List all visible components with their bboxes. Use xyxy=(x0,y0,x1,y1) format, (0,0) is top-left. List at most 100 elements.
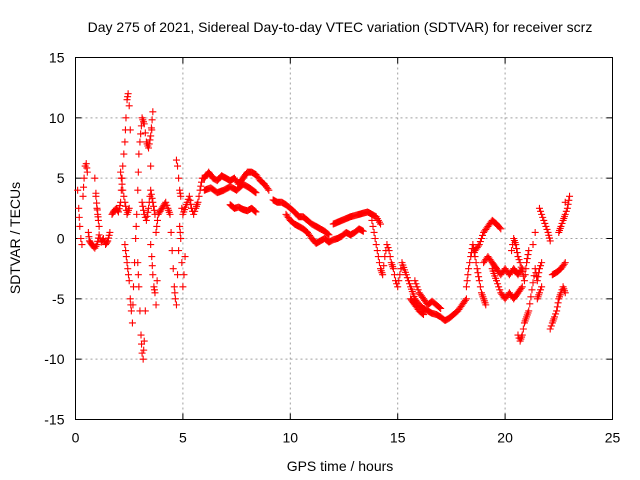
data-point xyxy=(385,247,393,255)
data-point xyxy=(197,182,205,190)
data-point xyxy=(93,241,101,249)
data-point xyxy=(513,245,521,253)
data-point xyxy=(180,271,188,279)
data-point xyxy=(171,289,179,297)
data-point xyxy=(74,186,82,194)
data-point xyxy=(124,271,132,279)
data-point xyxy=(534,273,542,281)
data-point xyxy=(122,247,130,255)
data-point xyxy=(551,313,559,321)
data-point xyxy=(118,180,126,188)
data-point xyxy=(79,192,87,200)
data-point xyxy=(413,283,421,291)
data-point xyxy=(134,271,142,279)
data-point xyxy=(539,213,547,221)
data-point xyxy=(517,284,525,292)
data-point xyxy=(538,210,546,218)
x-tick-label: 15 xyxy=(390,430,406,446)
data-point xyxy=(168,247,176,255)
data-point xyxy=(373,247,381,255)
data-point xyxy=(133,210,141,218)
data-point xyxy=(520,277,528,285)
data-point xyxy=(127,307,135,315)
data-point xyxy=(117,168,125,176)
data-point xyxy=(402,271,410,279)
data-point xyxy=(149,271,157,279)
data-point xyxy=(152,228,160,236)
data-point xyxy=(473,265,481,273)
data-point xyxy=(374,253,382,261)
data-point xyxy=(252,189,260,197)
data-point xyxy=(126,295,134,303)
data-point xyxy=(250,207,258,215)
data-point xyxy=(542,222,550,230)
data-point xyxy=(166,210,174,218)
data-point xyxy=(123,259,131,267)
data-point xyxy=(171,295,179,303)
data-point xyxy=(177,192,185,200)
data-point xyxy=(377,220,385,228)
data-point xyxy=(140,346,148,354)
data-point xyxy=(122,253,130,261)
data-point xyxy=(103,238,111,246)
data-point xyxy=(145,204,153,212)
data-point xyxy=(546,325,554,333)
data-point xyxy=(93,206,101,214)
data-point xyxy=(522,265,530,273)
data-point xyxy=(538,283,546,291)
data-point xyxy=(437,304,445,312)
data-point xyxy=(463,277,471,285)
data-point xyxy=(394,283,402,291)
data-point xyxy=(83,168,91,176)
data-point xyxy=(496,286,504,294)
data-point xyxy=(546,237,554,245)
data-point xyxy=(552,310,560,318)
data-point xyxy=(519,325,527,333)
data-point xyxy=(148,116,156,124)
data-series xyxy=(74,90,574,363)
x-axis-label: GPS time / hours xyxy=(287,458,394,474)
data-point xyxy=(145,144,153,152)
data-point xyxy=(566,192,574,200)
data-point xyxy=(121,198,129,206)
data-point xyxy=(252,208,260,216)
data-point xyxy=(251,188,259,196)
data-point xyxy=(547,322,555,330)
data-point xyxy=(80,174,88,182)
data-point xyxy=(517,263,525,271)
data-point xyxy=(518,331,526,339)
data-point xyxy=(372,241,380,249)
data-point xyxy=(535,269,543,277)
data-point xyxy=(479,231,487,239)
data-point xyxy=(137,130,145,138)
data-point xyxy=(141,307,149,315)
data-point xyxy=(475,273,483,281)
data-point xyxy=(91,174,99,182)
data-point xyxy=(122,202,130,210)
x-tick-label: 0 xyxy=(72,430,80,446)
data-point xyxy=(525,247,533,255)
data-point xyxy=(176,222,184,230)
data-point xyxy=(395,277,403,285)
data-point xyxy=(119,162,127,170)
data-point xyxy=(163,201,171,209)
y-axis-label: SDTVAR / TECUs xyxy=(7,182,23,294)
x-tick-label: 25 xyxy=(605,430,621,446)
data-point xyxy=(194,198,202,206)
data-point xyxy=(117,174,125,182)
data-point xyxy=(115,205,123,213)
data-point xyxy=(493,277,501,285)
x-tick-label: 5 xyxy=(179,430,187,446)
data-point xyxy=(533,277,541,285)
data-point xyxy=(185,192,193,200)
data-point xyxy=(537,207,545,215)
data-point xyxy=(512,241,520,249)
data-point xyxy=(138,198,146,206)
data-point xyxy=(462,283,470,291)
data-point xyxy=(151,289,159,297)
data-point xyxy=(482,301,490,309)
data-point xyxy=(516,259,524,267)
data-point xyxy=(147,132,155,140)
data-point xyxy=(379,271,387,279)
